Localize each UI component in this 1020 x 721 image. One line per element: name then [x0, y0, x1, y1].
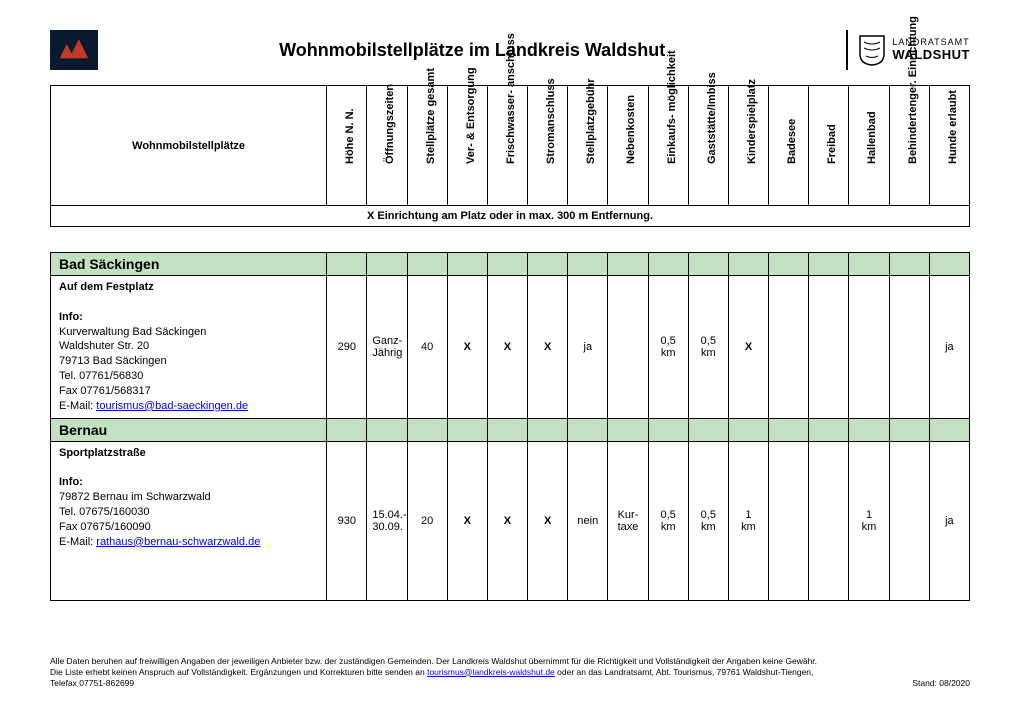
- col-first: Wohnmobilstellplätze: [51, 86, 327, 206]
- cell: [769, 276, 809, 419]
- cell: [769, 441, 809, 600]
- cell: X: [447, 441, 487, 600]
- info-cell: Sportplatzstraße Info: 79872 Bernau im S…: [51, 441, 327, 600]
- cell: 290: [327, 276, 367, 419]
- landratsamt-bot: WALDSHUT: [892, 48, 970, 62]
- footer-email-link[interactable]: tourismus@landkreis-waldshut.de: [427, 667, 555, 677]
- cell: X: [447, 276, 487, 419]
- cell: 0,5 km: [688, 276, 728, 419]
- cell: ja: [568, 276, 608, 419]
- logo-schwarzwald: [50, 30, 98, 70]
- col-entsorgung: Ver- & Entsorgung: [447, 86, 487, 206]
- header-table: Wohnmobilstellplätze Höhe N. N. Öffnungs…: [50, 85, 970, 227]
- email-label: E-Mail:: [59, 536, 96, 548]
- col-oeffnung: Öffnungszeiten: [367, 86, 407, 206]
- col-spielplatz: Kinderspielplatz: [728, 86, 768, 206]
- town-row-bad-saeckingen: Bad Säckingen: [51, 253, 970, 276]
- cell: 15.04.- 30.09.: [367, 441, 407, 600]
- town-name: Bernau: [51, 418, 327, 441]
- info-label: Info:: [59, 476, 83, 488]
- cell: X: [528, 441, 568, 600]
- col-gaststaette: Gaststätte/Imbiss: [688, 86, 728, 206]
- cell: Ganz- Jährig: [367, 276, 407, 419]
- place-name: Auf dem Festplatz: [59, 281, 154, 293]
- cell: ja: [929, 276, 969, 419]
- col-nebenkosten: Nebenkosten: [608, 86, 648, 206]
- email-link[interactable]: rathaus@bernau-schwarzwald.de: [96, 536, 260, 548]
- note-text: X Einrichtung am Platz oder in max. 300 …: [51, 206, 970, 227]
- data-row-bernau: Sportplatzstraße Info: 79872 Bernau im S…: [51, 441, 970, 600]
- cell: 0,5 km: [648, 441, 688, 600]
- cell: 930: [327, 441, 367, 600]
- footer-line3: Telefax 07751-862699 Stand: 08/2020: [50, 678, 970, 689]
- footer-line2: Die Liste erhebt keinen Anspruch auf Vol…: [50, 667, 970, 678]
- cell: [889, 441, 929, 600]
- columns-row: Wohnmobilstellplätze Höhe N. N. Öffnungs…: [51, 86, 970, 206]
- cell: nein: [568, 441, 608, 600]
- landratsamt-text: LANDRATSAMT WALDSHUT: [892, 38, 970, 62]
- cell: 40: [407, 276, 447, 419]
- cell: 0,5 km: [688, 441, 728, 600]
- col-freibad: Freibad: [809, 86, 849, 206]
- footer-line1: Alle Daten beruhen auf freiwilligen Anga…: [50, 656, 970, 667]
- footer-fax: Telefax 07751-862699: [50, 678, 134, 689]
- info-label: Info:: [59, 311, 83, 323]
- email-label: E-Mail:: [59, 400, 96, 412]
- cell: X: [528, 276, 568, 419]
- col-frischwasser: Frischwasser- anschluss: [487, 86, 527, 206]
- info-cell: Auf dem Festplatz Info: Kurverwaltung Ba…: [51, 276, 327, 419]
- cell: [889, 276, 929, 419]
- col-stellplaetze: Stellplätze gesamt: [407, 86, 447, 206]
- cell: [809, 441, 849, 600]
- footer: Alle Daten beruhen auf freiwilligen Anga…: [50, 656, 970, 689]
- info-lines: 79872 Bernau im Schwarzwald Tel. 07675/1…: [59, 491, 211, 533]
- data-table: Bad Säckingen Auf dem Festplatz Info: Ku…: [50, 252, 970, 601]
- cell: 0,5 km: [648, 276, 688, 419]
- cell: [849, 276, 889, 419]
- col-strom: Stromanschluss: [528, 86, 568, 206]
- col-badesee: Badesee: [769, 86, 809, 206]
- place-name: Sportplatzstraße: [59, 447, 146, 459]
- cell: 1 km: [728, 441, 768, 600]
- cell: X: [487, 441, 527, 600]
- data-row-bad-saeckingen: Auf dem Festplatz Info: Kurverwaltung Ba…: [51, 276, 970, 419]
- cell: X: [487, 276, 527, 419]
- col-einkauf: Einkaufs- möglichkeit: [648, 86, 688, 206]
- cell: 1 km: [849, 441, 889, 600]
- col-behindert: Behindertenger. Einrichtung: [889, 86, 929, 206]
- note-row: X Einrichtung am Platz oder in max. 300 …: [51, 206, 970, 227]
- cell: [608, 276, 648, 419]
- cell: X: [728, 276, 768, 419]
- crest-icon: [858, 34, 886, 66]
- town-row-bernau: Bernau: [51, 418, 970, 441]
- cell: ja: [929, 441, 969, 600]
- cell: 20: [407, 441, 447, 600]
- cell: [809, 276, 849, 419]
- col-gebuehr: Stellplatzgebühr: [568, 86, 608, 206]
- page-title: Wohnmobilstellplätze im Landkreis Waldsh…: [98, 40, 846, 61]
- col-hallenbad: Hallenbad: [849, 86, 889, 206]
- email-link[interactable]: tourismus@bad-saeckingen.de: [96, 400, 248, 412]
- col-hoehe: Höhe N. N.: [327, 86, 367, 206]
- footer-stand: Stand: 08/2020: [912, 678, 970, 689]
- cell: Kur- taxe: [608, 441, 648, 600]
- town-name: Bad Säckingen: [51, 253, 327, 276]
- info-lines: Kurverwaltung Bad Säckingen Waldshuter S…: [59, 326, 206, 397]
- col-hunde: Hunde erlaubt: [929, 86, 969, 206]
